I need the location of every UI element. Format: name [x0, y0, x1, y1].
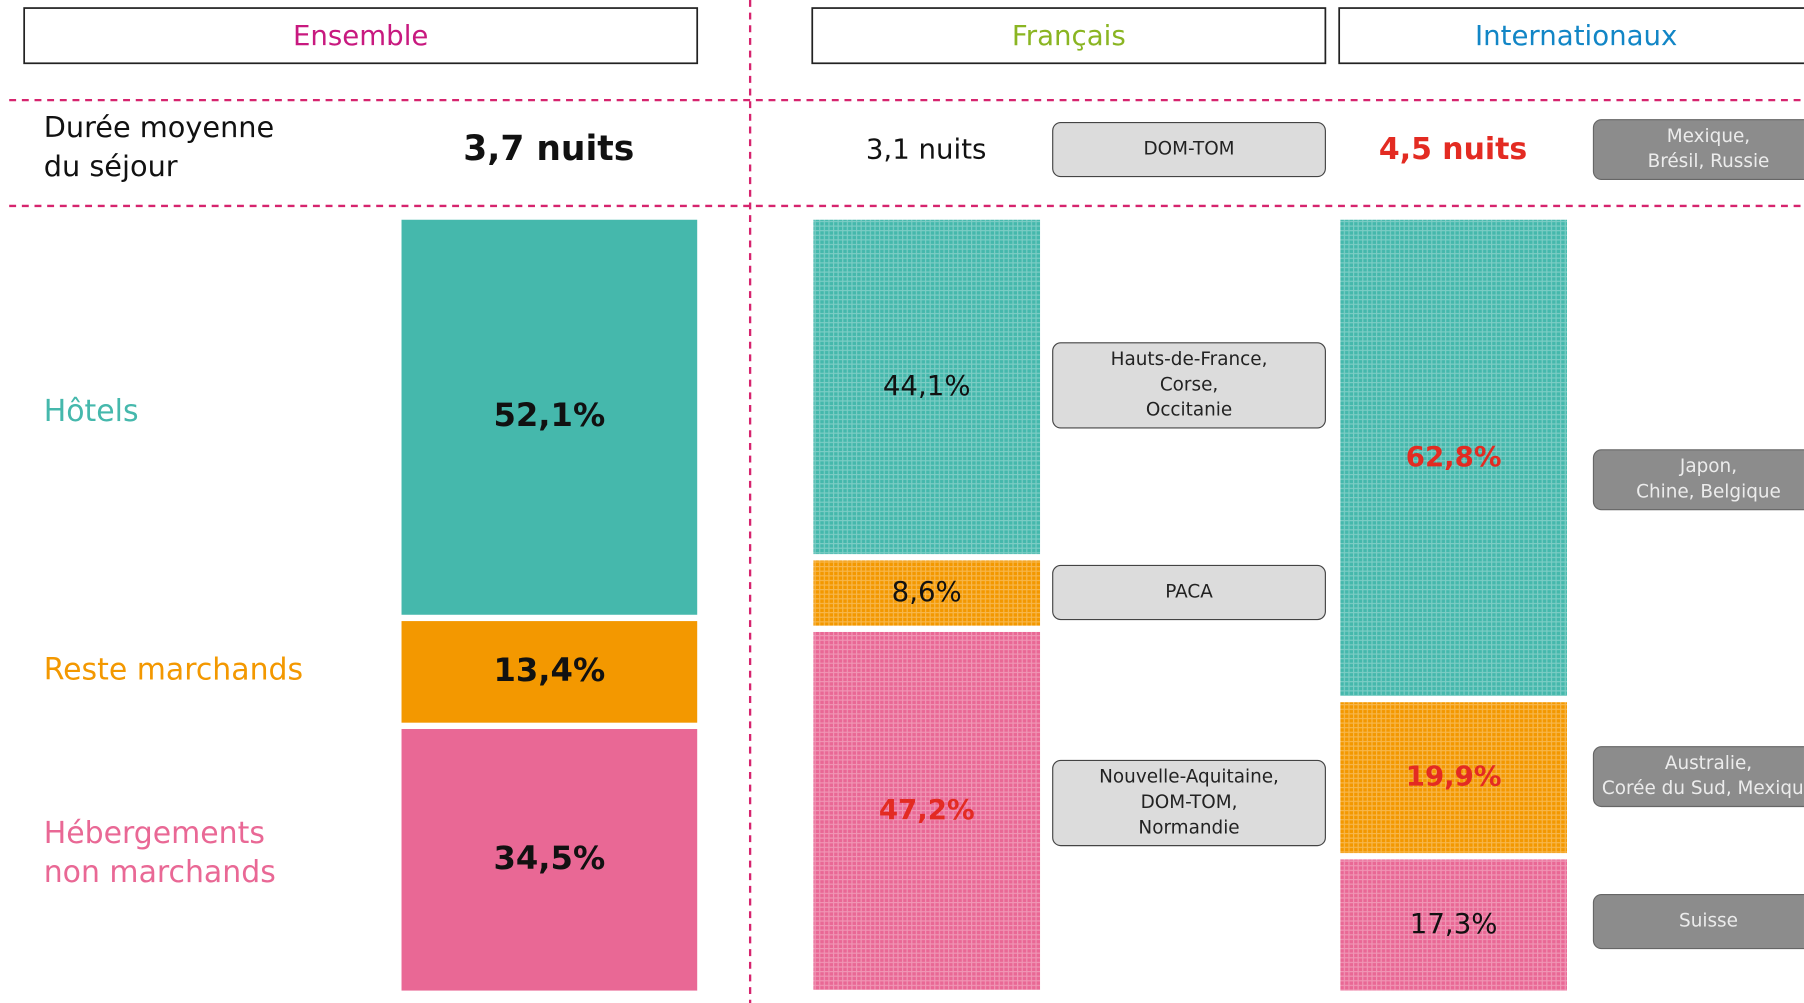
region-box [1592, 893, 1804, 950]
category-label: Hôtels [44, 393, 139, 428]
bar-segment [401, 621, 698, 723]
region-text-line: Japon, [1679, 456, 1737, 477]
header-title: Ensemble [293, 19, 428, 52]
region-text-line: Suisse [1679, 911, 1738, 932]
bar-segment [1340, 859, 1567, 991]
region-text-line: Brésil, Russie [1648, 151, 1770, 172]
region-box [1052, 564, 1326, 621]
row-label: Durée moyenne du séjour [44, 110, 275, 183]
bar-segment [813, 219, 1041, 555]
region-text: DOM-TOM [1144, 139, 1235, 160]
region-text: Hauts-de-France, Corse, Occitanie [1111, 349, 1268, 421]
value-label: 19,9% [1406, 760, 1502, 793]
value-label: 13,4% [493, 651, 605, 689]
region-text-line: Chine, Belgique [1636, 481, 1781, 502]
header-box [1338, 7, 1804, 65]
region-box [1592, 746, 1804, 808]
region-text-line: Mexique, [1667, 126, 1750, 147]
region-text-line: Occitanie [1146, 400, 1232, 421]
value-label: 8,6% [892, 575, 962, 608]
region-text-line: Hauts-de-France, [1111, 349, 1268, 370]
bar-segment [813, 560, 1041, 626]
duration-value: 4,5 nuits [1379, 132, 1527, 167]
category-label: Hébergements non marchands [44, 816, 276, 890]
row-label-line: du séjour [44, 149, 178, 183]
region-box [1592, 119, 1804, 181]
bar-segment [401, 219, 698, 615]
region-text: Japon, Chine, Belgique [1636, 456, 1781, 502]
value-label: 17,3% [1410, 907, 1498, 940]
value-label: 62,8% [1406, 440, 1502, 473]
header-box [811, 7, 1327, 65]
region-text: Suisse [1679, 911, 1738, 932]
region-box [1052, 342, 1326, 429]
region-text-line: DOM-TOM [1144, 139, 1235, 160]
region-text-line: Nouvelle-Aquitaine, [1099, 767, 1279, 788]
value-label: 47,2% [879, 793, 975, 826]
category-label-line: Hôtels [44, 393, 139, 428]
region-text: Australie, Corée du Sud, Mexique [1602, 753, 1804, 799]
category-label: Reste marchands [44, 652, 303, 687]
value-label: 34,5% [493, 839, 605, 877]
duration-value: 3,1 nuits [866, 133, 987, 166]
bar-segment [1340, 219, 1567, 696]
row-label-line: Durée moyenne [44, 110, 275, 144]
region-text: PACA [1165, 582, 1213, 603]
category-label-line: non marchands [44, 855, 276, 890]
region-text-line: Australie, [1665, 753, 1752, 774]
category-label-line: Reste marchands [44, 652, 303, 687]
bar-segment [1340, 702, 1567, 854]
duration-value: 3,7 nuits [463, 129, 634, 169]
region-box [1052, 759, 1326, 847]
region-text-line: Corée du Sud, Mexique [1602, 778, 1804, 799]
header-title: Internationaux [1475, 19, 1677, 52]
region-text-line: Corse, [1160, 374, 1218, 395]
region-text-line: Normandie [1138, 817, 1239, 838]
category-label-line: Hébergements [44, 816, 265, 851]
region-text-line: PACA [1165, 582, 1213, 603]
bar-segment [813, 631, 1041, 990]
value-label: 44,1% [883, 369, 971, 402]
bar-segment [401, 729, 698, 991]
region-text: Nouvelle-Aquitaine, DOM-TOM, Normandie [1099, 767, 1279, 839]
region-box [1052, 121, 1326, 178]
region-text: Mexique, Brésil, Russie [1648, 126, 1770, 172]
region-text-line: DOM-TOM, [1141, 792, 1238, 813]
region-box [1592, 449, 1804, 511]
value-label: 52,1% [493, 396, 605, 434]
header-box [23, 7, 699, 65]
header-title: Français [1012, 19, 1126, 52]
